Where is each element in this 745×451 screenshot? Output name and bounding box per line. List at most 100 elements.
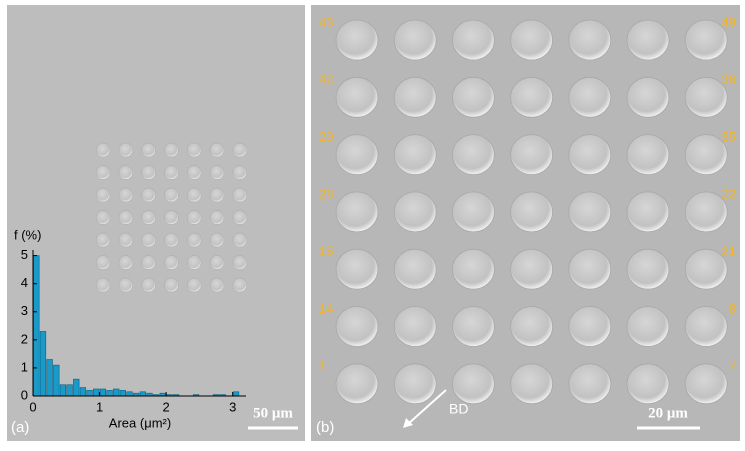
dimple [164, 255, 179, 270]
x-tick-label: 0 [29, 399, 36, 414]
row-label: 28 [319, 186, 333, 201]
direction-label: BD [449, 401, 468, 417]
bar [79, 387, 87, 397]
dimple [510, 248, 553, 290]
dimple [209, 142, 225, 158]
row-label: 21 [722, 244, 736, 259]
y-tick-label: 2 [21, 331, 28, 346]
dimple [510, 76, 553, 118]
y-tick-label: 3 [21, 303, 28, 318]
row-label: 8 [729, 301, 736, 316]
bar [66, 384, 73, 397]
bar [139, 391, 146, 397]
dimple [118, 210, 134, 225]
dimple [626, 134, 670, 176]
scale-bar-label: 50 μm [253, 405, 293, 421]
dimple [393, 363, 437, 405]
dimple [232, 232, 248, 248]
dimple [232, 165, 248, 180]
row-label: 29 [319, 129, 333, 144]
dimple [141, 187, 156, 203]
dimple [232, 187, 248, 203]
dimple [451, 363, 495, 405]
arrow [407, 389, 447, 425]
row-label: 42 [319, 72, 333, 87]
dimple [451, 19, 495, 61]
dimple [118, 277, 134, 293]
dimple [335, 191, 379, 233]
x-tick-label: 3 [229, 399, 236, 414]
bar [59, 384, 67, 397]
dimple [232, 255, 248, 270]
row-label: 7 [729, 358, 736, 373]
row-label: 1 [319, 358, 326, 373]
dimple [118, 232, 134, 248]
dimple [209, 210, 225, 225]
dimple [164, 210, 179, 225]
dimple [232, 142, 248, 158]
bar [86, 390, 93, 397]
bar [53, 364, 60, 397]
dimple [684, 248, 728, 290]
dimple [209, 165, 225, 180]
row-label: 15 [319, 244, 333, 259]
bar [232, 391, 240, 397]
dimple [164, 142, 179, 158]
dimple [95, 255, 111, 270]
dimple [568, 191, 612, 233]
dimple [141, 232, 156, 248]
dimple [626, 19, 670, 61]
row-label: 36 [722, 72, 736, 87]
dimple [186, 187, 202, 203]
row-label: 35 [722, 129, 736, 144]
dimple [95, 232, 111, 248]
dimple [451, 306, 495, 347]
dimple [568, 134, 612, 176]
dimple [335, 134, 379, 176]
dimple [451, 248, 495, 290]
dimple [393, 19, 437, 61]
dimple [510, 363, 553, 405]
dimple [451, 134, 495, 176]
dimple [626, 76, 670, 118]
panel-label: (b) [316, 419, 334, 436]
scale-bar-label: 20 μm [648, 405, 688, 421]
row-label: 22 [722, 186, 736, 201]
dimple [626, 191, 670, 233]
dimple [95, 277, 111, 293]
dimple [393, 76, 437, 118]
bar [113, 388, 120, 397]
dimple [118, 255, 134, 270]
dimple [186, 210, 202, 225]
dimple [684, 191, 728, 233]
dimple [393, 191, 437, 233]
dimple [684, 306, 728, 347]
y-axis-label: f (%) [14, 227, 41, 242]
dimple [209, 277, 225, 293]
y-tick-label: 5 [21, 247, 28, 262]
dimples [95, 19, 728, 405]
dimple [141, 210, 156, 225]
dimple [186, 165, 202, 180]
dimple [335, 76, 379, 118]
dimple [335, 306, 379, 347]
row-label: 43 [319, 14, 333, 29]
dimple [393, 248, 437, 290]
dimple [451, 191, 495, 233]
panel-label: (a) [11, 419, 29, 436]
dimple [626, 363, 670, 405]
dimple [335, 248, 379, 290]
dimple [684, 76, 728, 118]
dimple [141, 165, 156, 180]
dimple [209, 232, 225, 248]
dimple [95, 210, 111, 225]
x-tick-label: 1 [96, 399, 103, 414]
bar [126, 391, 133, 397]
bar [39, 331, 47, 397]
dimple [118, 165, 134, 180]
bar [73, 378, 80, 397]
dimple [118, 187, 134, 203]
dimple [335, 19, 379, 61]
row-label: 14 [319, 301, 333, 316]
